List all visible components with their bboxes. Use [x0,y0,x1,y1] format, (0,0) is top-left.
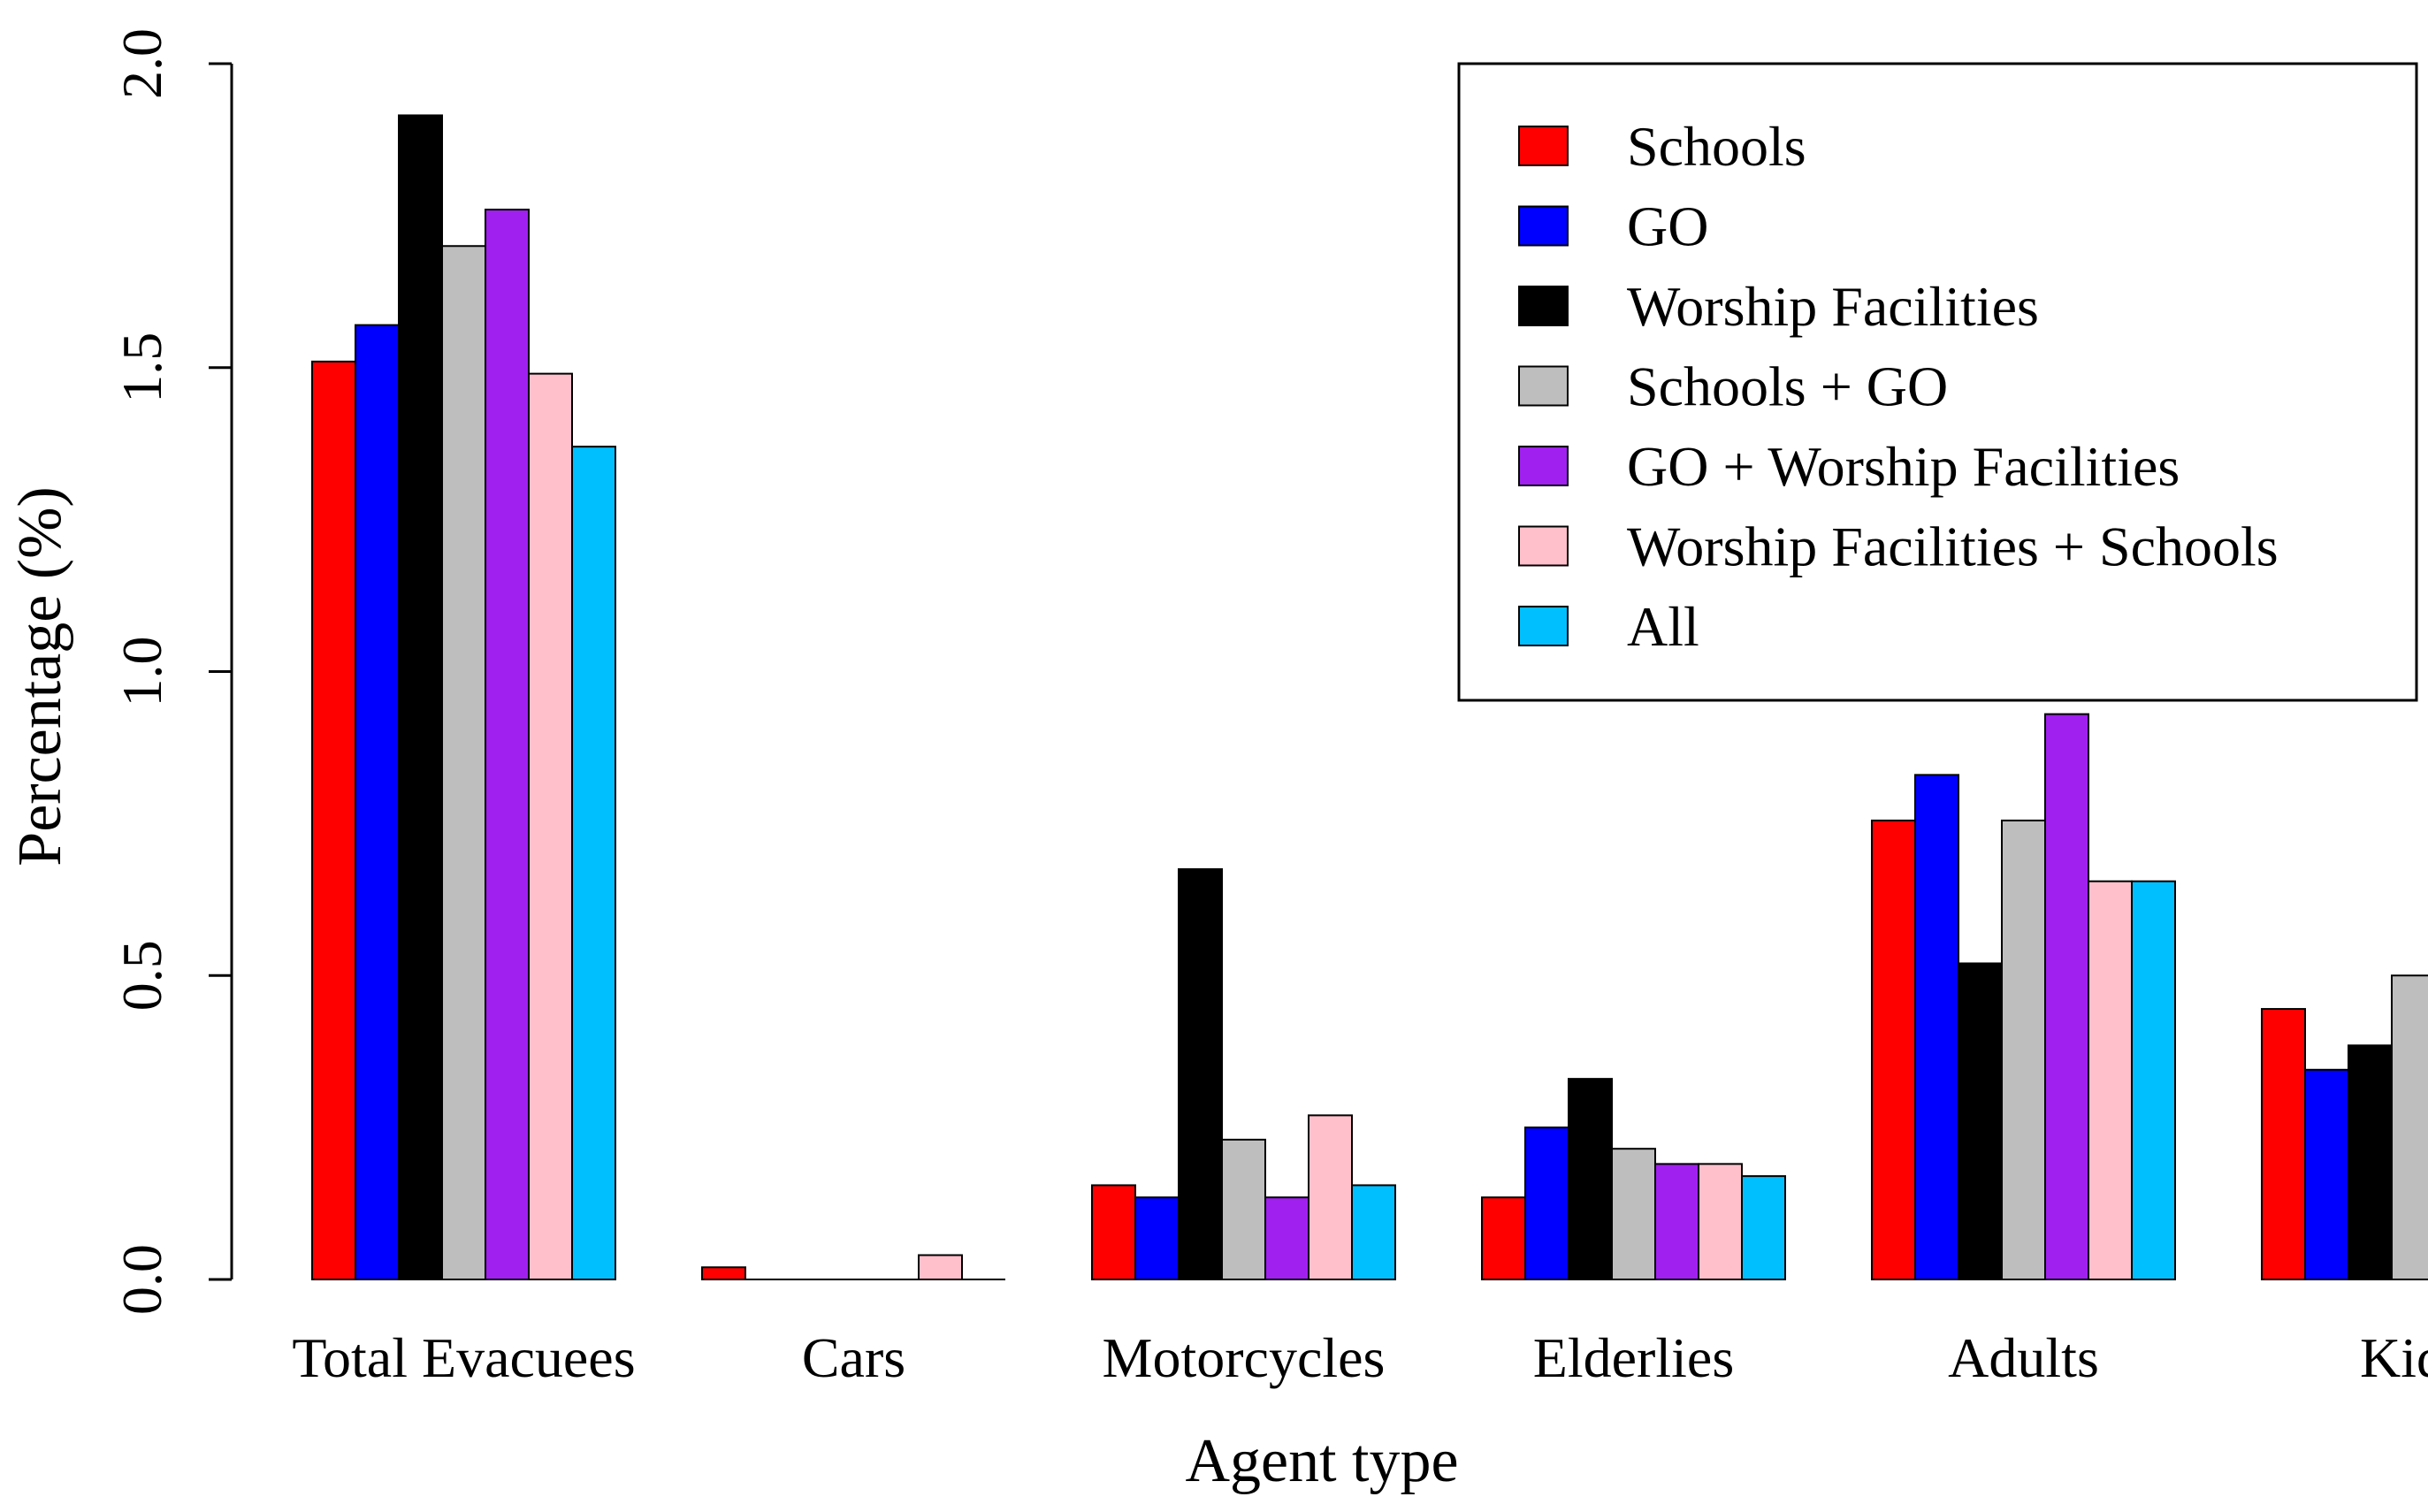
bar-0-3 [441,245,486,1280]
bar-4-0 [1871,819,1916,1280]
bar-3-2 [1568,1078,1613,1280]
bar-3-0 [1481,1196,1526,1280]
legend-label: GO + Worship Facilities [1627,435,2180,498]
bars [311,114,2428,1280]
x-tick-label: Cars [802,1326,905,1389]
bar-4-6 [2131,880,2176,1280]
bar-3-4 [1654,1163,1699,1280]
y-tick-label: 0.0 [111,1244,173,1315]
bar-0-0 [311,360,356,1280]
y-tick-label: 0.5 [111,940,173,1011]
bar-4-2 [1958,962,2003,1280]
bar-3-6 [1741,1175,1786,1280]
bar-0-1 [355,324,400,1280]
bar-0-6 [571,446,616,1280]
bar-5-1 [2304,1068,2349,1280]
bar-4-1 [1914,774,1959,1280]
bar-2-5 [1308,1114,1353,1280]
legend-label: Worship Facilities [1627,275,2039,338]
bar-0-2 [398,114,443,1280]
x-axis-title: Agent type [1185,1427,1458,1495]
legend-swatch [1518,286,1569,326]
bar-3-1 [1524,1126,1569,1280]
bar-2-0 [1091,1184,1136,1280]
x-axis-labels: Total Evacuees Cars Motorcycles Elderlies Ad… [292,1326,2428,1389]
legend-swatch [1518,126,1569,166]
bar-1-5 [918,1254,963,1280]
legend-label: GO [1627,195,1708,258]
x-tick-label: Motorcycles [1103,1326,1386,1389]
legend-swatch [1518,446,1569,486]
bar-1-0 [701,1266,746,1280]
x-tick-label: Elderlies [1533,1326,1734,1389]
x-tick-label: Total Evacuees [292,1326,635,1389]
bar-2-2 [1178,867,1223,1280]
legend-swatch [1518,205,1569,247]
bar-0-5 [528,372,573,1280]
bar-2-4 [1264,1196,1309,1280]
legend-box [1457,62,2418,702]
bar-4-4 [2044,713,2089,1280]
bar-3-3 [1611,1148,1656,1280]
bar-3-5 [1698,1163,1743,1280]
x-tick-label: Kids [2360,1326,2428,1389]
legend-swatch [1518,606,1569,646]
bar-5-2 [2348,1044,2393,1280]
bar-5-0 [2261,1008,2306,1280]
bar-2-6 [1351,1184,1396,1280]
y-tick-label: 2.0 [111,28,173,99]
y-tick-label: 1.5 [111,332,173,403]
legend-swatch [1518,525,1569,567]
x-tick-label: Adults [1948,1326,2099,1389]
legend-label: Schools [1627,115,1806,178]
bar-4-5 [2088,880,2133,1280]
y-axis: 0.0 0.5 1.0 1.5 2.0 [111,28,233,1315]
y-axis-title: Percentage (%) [6,486,74,866]
bar-2-3 [1221,1138,1266,1280]
y-tick-label: 1.0 [111,637,173,707]
legend-label: All [1627,595,1699,658]
legend-label: Schools + GO [1627,355,1948,418]
legend: Schools GO Worship Facilities Schools + GO G… [1457,62,2418,702]
legend-label: Worship Facilities + Schools [1627,515,2279,578]
bar-0-4 [485,209,530,1280]
bar-2-1 [1134,1196,1180,1280]
legend-swatch [1518,365,1569,407]
bar-4-3 [2001,819,2046,1280]
bar-5-3 [2391,974,2428,1280]
